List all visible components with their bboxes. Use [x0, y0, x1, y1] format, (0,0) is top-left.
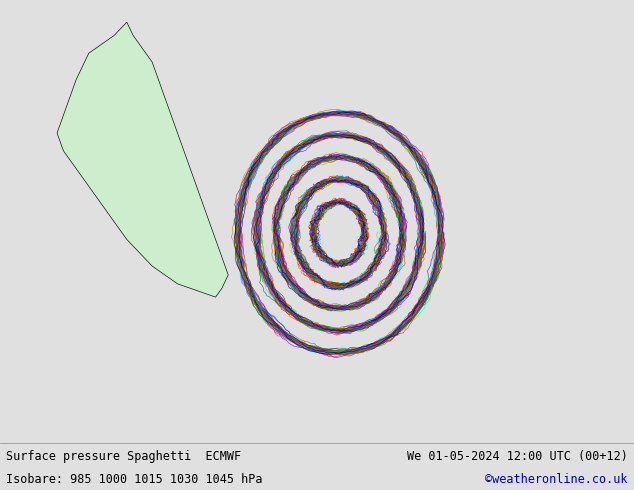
Polygon shape [57, 22, 228, 297]
Text: We 01-05-2024 12:00 UTC (00+12): We 01-05-2024 12:00 UTC (00+12) [407, 450, 628, 463]
Text: Isobare: 985 1000 1015 1030 1045 hPa: Isobare: 985 1000 1015 1030 1045 hPa [6, 473, 263, 486]
Text: ©weatheronline.co.uk: ©weatheronline.co.uk [485, 473, 628, 486]
Text: Surface pressure Spaghetti  ECMWF: Surface pressure Spaghetti ECMWF [6, 450, 242, 463]
